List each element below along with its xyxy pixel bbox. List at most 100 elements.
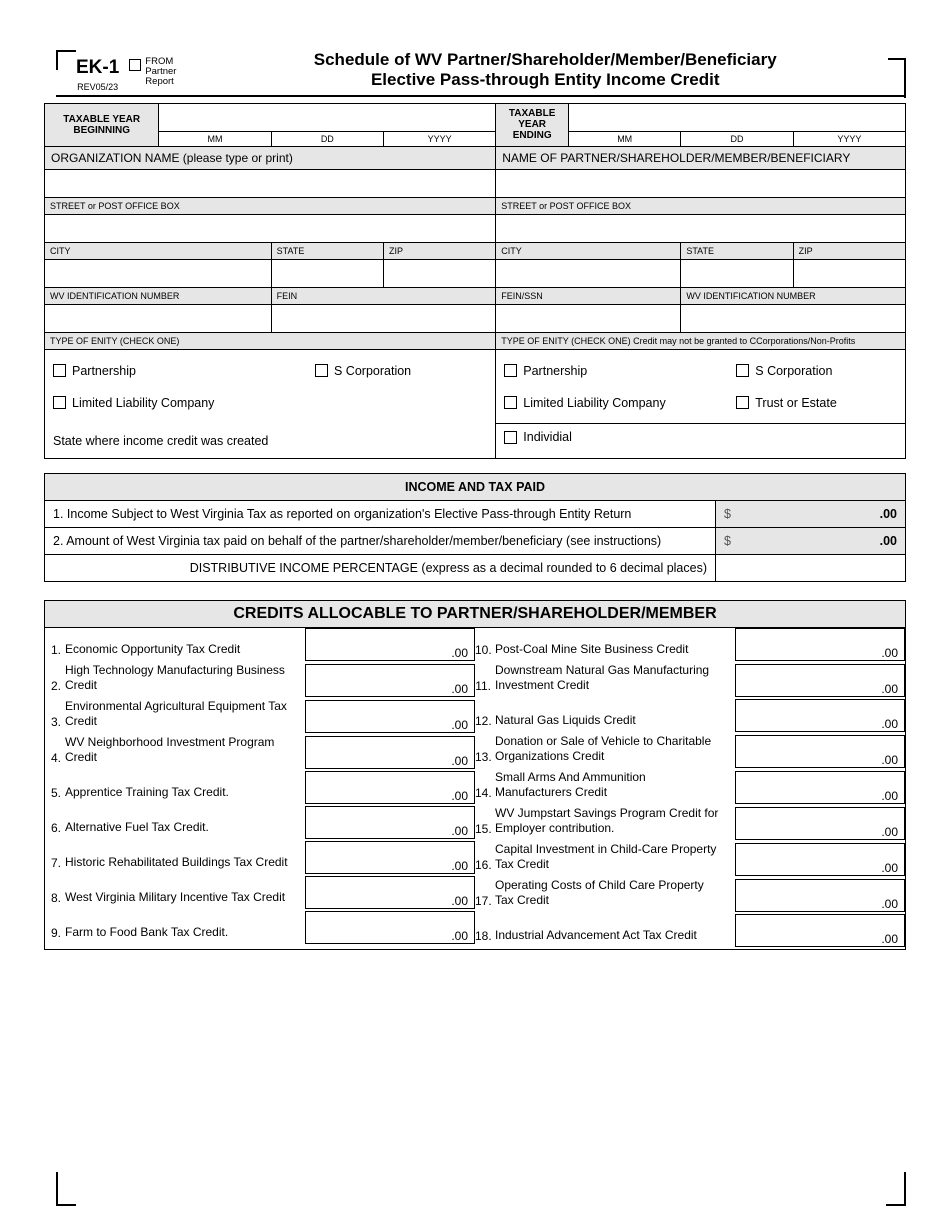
credit-line: 11.Downstream Natural Gas Manufacturing …: [475, 663, 905, 697]
credit-value-field[interactable]: .00: [305, 628, 475, 661]
credit-number: 7.: [45, 856, 65, 874]
credit-line: 8.West Virginia Military Incentive Tax C…: [45, 876, 475, 909]
end-date-field[interactable]: [569, 103, 906, 131]
credit-number: 3.: [45, 715, 65, 733]
credit-label: Small Arms And Ammunition Manufacturers …: [495, 770, 735, 804]
taxyear-begin-label: TAXABLE YEAR BEGINNING: [45, 103, 159, 146]
chk-llc-r[interactable]: Limited Liability Company: [504, 396, 714, 410]
credit-value-field[interactable]: .00: [305, 806, 475, 839]
credit-label: WV Neighborhood Investment Program Credi…: [65, 735, 305, 769]
income-val3[interactable]: [716, 555, 906, 582]
credit-label: Capital Investment in Child-Care Propert…: [495, 842, 735, 876]
credit-number: 4.: [45, 751, 65, 769]
income-row1: 1. Income Subject to West Virginia Tax a…: [45, 501, 716, 528]
entity-right: Partnership S Corporation Limited Liabil…: [496, 349, 906, 423]
taxyear-end-label: TAXABLE YEAR ENDING: [496, 103, 569, 146]
credit-value-field[interactable]: .00: [305, 841, 475, 874]
form-title-2: Elective Pass-through Entity Income Cred…: [184, 70, 906, 90]
begin-date-field[interactable]: [159, 103, 496, 131]
credit-value-field[interactable]: .00: [735, 699, 905, 732]
credit-line: 3.Environmental Agricultural Equipment T…: [45, 699, 475, 733]
credit-label: WV Jumpstart Savings Program Credit for …: [495, 806, 735, 840]
partner-name-label: NAME OF PARTNER/SHAREHOLDER/MEMBER/BENEF…: [496, 146, 906, 169]
credit-number: 8.: [45, 891, 65, 909]
credit-label: Operating Costs of Child Care Property T…: [495, 878, 735, 912]
credit-line: 2.High Technology Manufacturing Business…: [45, 663, 475, 697]
credits-header: CREDITS ALLOCABLE TO PARTNER/SHAREHOLDER…: [45, 601, 906, 628]
credit-number: 6.: [45, 821, 65, 839]
credit-line: 10.Post-Coal Mine Site Business Credit.0…: [475, 628, 905, 661]
credits-table: CREDITS ALLOCABLE TO PARTNER/SHAREHOLDER…: [44, 600, 906, 950]
credit-line: 14.Small Arms And Ammunition Manufacture…: [475, 770, 905, 804]
credit-label: Apprentice Training Tax Credit.: [65, 785, 305, 804]
credit-label: Economic Opportunity Tax Credit: [65, 642, 305, 661]
form-rev: REV05/23: [77, 82, 118, 92]
income-val2[interactable]: $.00: [716, 528, 906, 555]
chk-llc-l[interactable]: Limited Liability Company: [53, 396, 214, 410]
chk-partnership-l[interactable]: Partnership: [53, 364, 293, 378]
credit-line: 15.WV Jumpstart Savings Program Credit f…: [475, 806, 905, 840]
credit-line: 9.Farm to Food Bank Tax Credit..00: [45, 911, 475, 944]
credit-line: 16.Capital Investment in Child-Care Prop…: [475, 842, 905, 876]
credit-value-field[interactable]: .00: [305, 700, 475, 733]
credit-value-field[interactable]: .00: [735, 807, 905, 840]
credit-number: 2.: [45, 679, 65, 697]
credit-value-field[interactable]: .00: [735, 735, 905, 768]
credit-line: 5.Apprentice Training Tax Credit..00: [45, 771, 475, 804]
chk-partnership-r[interactable]: Partnership: [504, 364, 714, 378]
credit-number: 5.: [45, 786, 65, 804]
form-title-1: Schedule of WV Partner/Shareholder/Membe…: [184, 50, 906, 70]
credit-value-field[interactable]: .00: [735, 771, 905, 804]
org-name-field[interactable]: [45, 169, 496, 197]
income-val1[interactable]: $.00: [716, 501, 906, 528]
checkbox-partner-report[interactable]: [129, 59, 141, 71]
credit-value-field[interactable]: .00: [735, 628, 905, 661]
from-partner-report: FROM Partner Report: [129, 57, 176, 87]
credit-line: 13.Donation or Sale of Vehicle to Charit…: [475, 734, 905, 768]
credit-number: 1.: [45, 643, 65, 661]
credit-value-field[interactable]: .00: [735, 843, 905, 876]
credit-label: West Virginia Military Incentive Tax Cre…: [65, 890, 305, 909]
income-row3: DISTRIBUTIVE INCOME PERCENTAGE (express …: [45, 555, 716, 582]
chk-scorp-l[interactable]: S Corporation: [315, 364, 411, 378]
main-info-table: TAXABLE YEAR BEGINNING TAXABLE YEAR ENDI…: [44, 103, 906, 460]
chk-trust-r[interactable]: Trust or Estate: [736, 396, 837, 410]
chk-scorp-r[interactable]: S Corporation: [736, 364, 832, 378]
state-income-label: State where income credit was created: [53, 434, 487, 448]
credit-value-field[interactable]: .00: [305, 771, 475, 804]
org-name-label: ORGANIZATION NAME (please type or print): [45, 146, 496, 169]
credit-value-field[interactable]: .00: [735, 914, 905, 947]
credit-value-field[interactable]: .00: [305, 911, 475, 944]
credit-label: Alternative Fuel Tax Credit.: [65, 820, 305, 839]
entity-left: Partnership S Corporation Limited Liabil…: [45, 349, 496, 459]
credit-value-field[interactable]: .00: [305, 736, 475, 769]
partner-street-field[interactable]: [496, 214, 906, 242]
credit-line: 6.Alternative Fuel Tax Credit..00: [45, 806, 475, 839]
form-header: EK-1 REV05/23 FROM Partner Report Schedu…: [56, 50, 906, 97]
credit-number: 11.: [475, 679, 495, 697]
credit-number: 12.: [475, 714, 495, 732]
chk-individual-r[interactable]: Individial: [504, 430, 572, 444]
credit-label: Donation or Sale of Vehicle to Charitabl…: [495, 734, 735, 768]
credit-number: 16.: [475, 858, 495, 876]
credit-value-field[interactable]: .00: [735, 664, 905, 697]
credit-label: Post-Coal Mine Site Business Credit: [495, 642, 735, 661]
credit-number: 9.: [45, 926, 65, 944]
credit-line: 18.Industrial Advancement Act Tax Credit…: [475, 914, 905, 947]
credit-line: 7.Historic Rehabilitated Buildings Tax C…: [45, 841, 475, 874]
credit-line: 17.Operating Costs of Child Care Propert…: [475, 878, 905, 912]
credit-number: 13.: [475, 750, 495, 768]
credit-value-field[interactable]: .00: [305, 876, 475, 909]
credit-line: 12.Natural Gas Liquids Credit.00: [475, 699, 905, 732]
credit-label: Farm to Food Bank Tax Credit.: [65, 925, 305, 944]
income-header: INCOME AND TAX PAID: [45, 474, 906, 501]
credit-number: 14.: [475, 786, 495, 804]
credit-label: Natural Gas Liquids Credit: [495, 713, 735, 732]
org-street-field[interactable]: [45, 214, 496, 242]
partner-name-field[interactable]: [496, 169, 906, 197]
credit-label: Historic Rehabilitated Buildings Tax Cre…: [65, 855, 305, 874]
credit-value-field[interactable]: .00: [305, 664, 475, 697]
income-row2: 2. Amount of West Virginia tax paid on b…: [45, 528, 716, 555]
credit-label: Industrial Advancement Act Tax Credit: [495, 928, 735, 947]
credit-value-field[interactable]: .00: [735, 879, 905, 912]
